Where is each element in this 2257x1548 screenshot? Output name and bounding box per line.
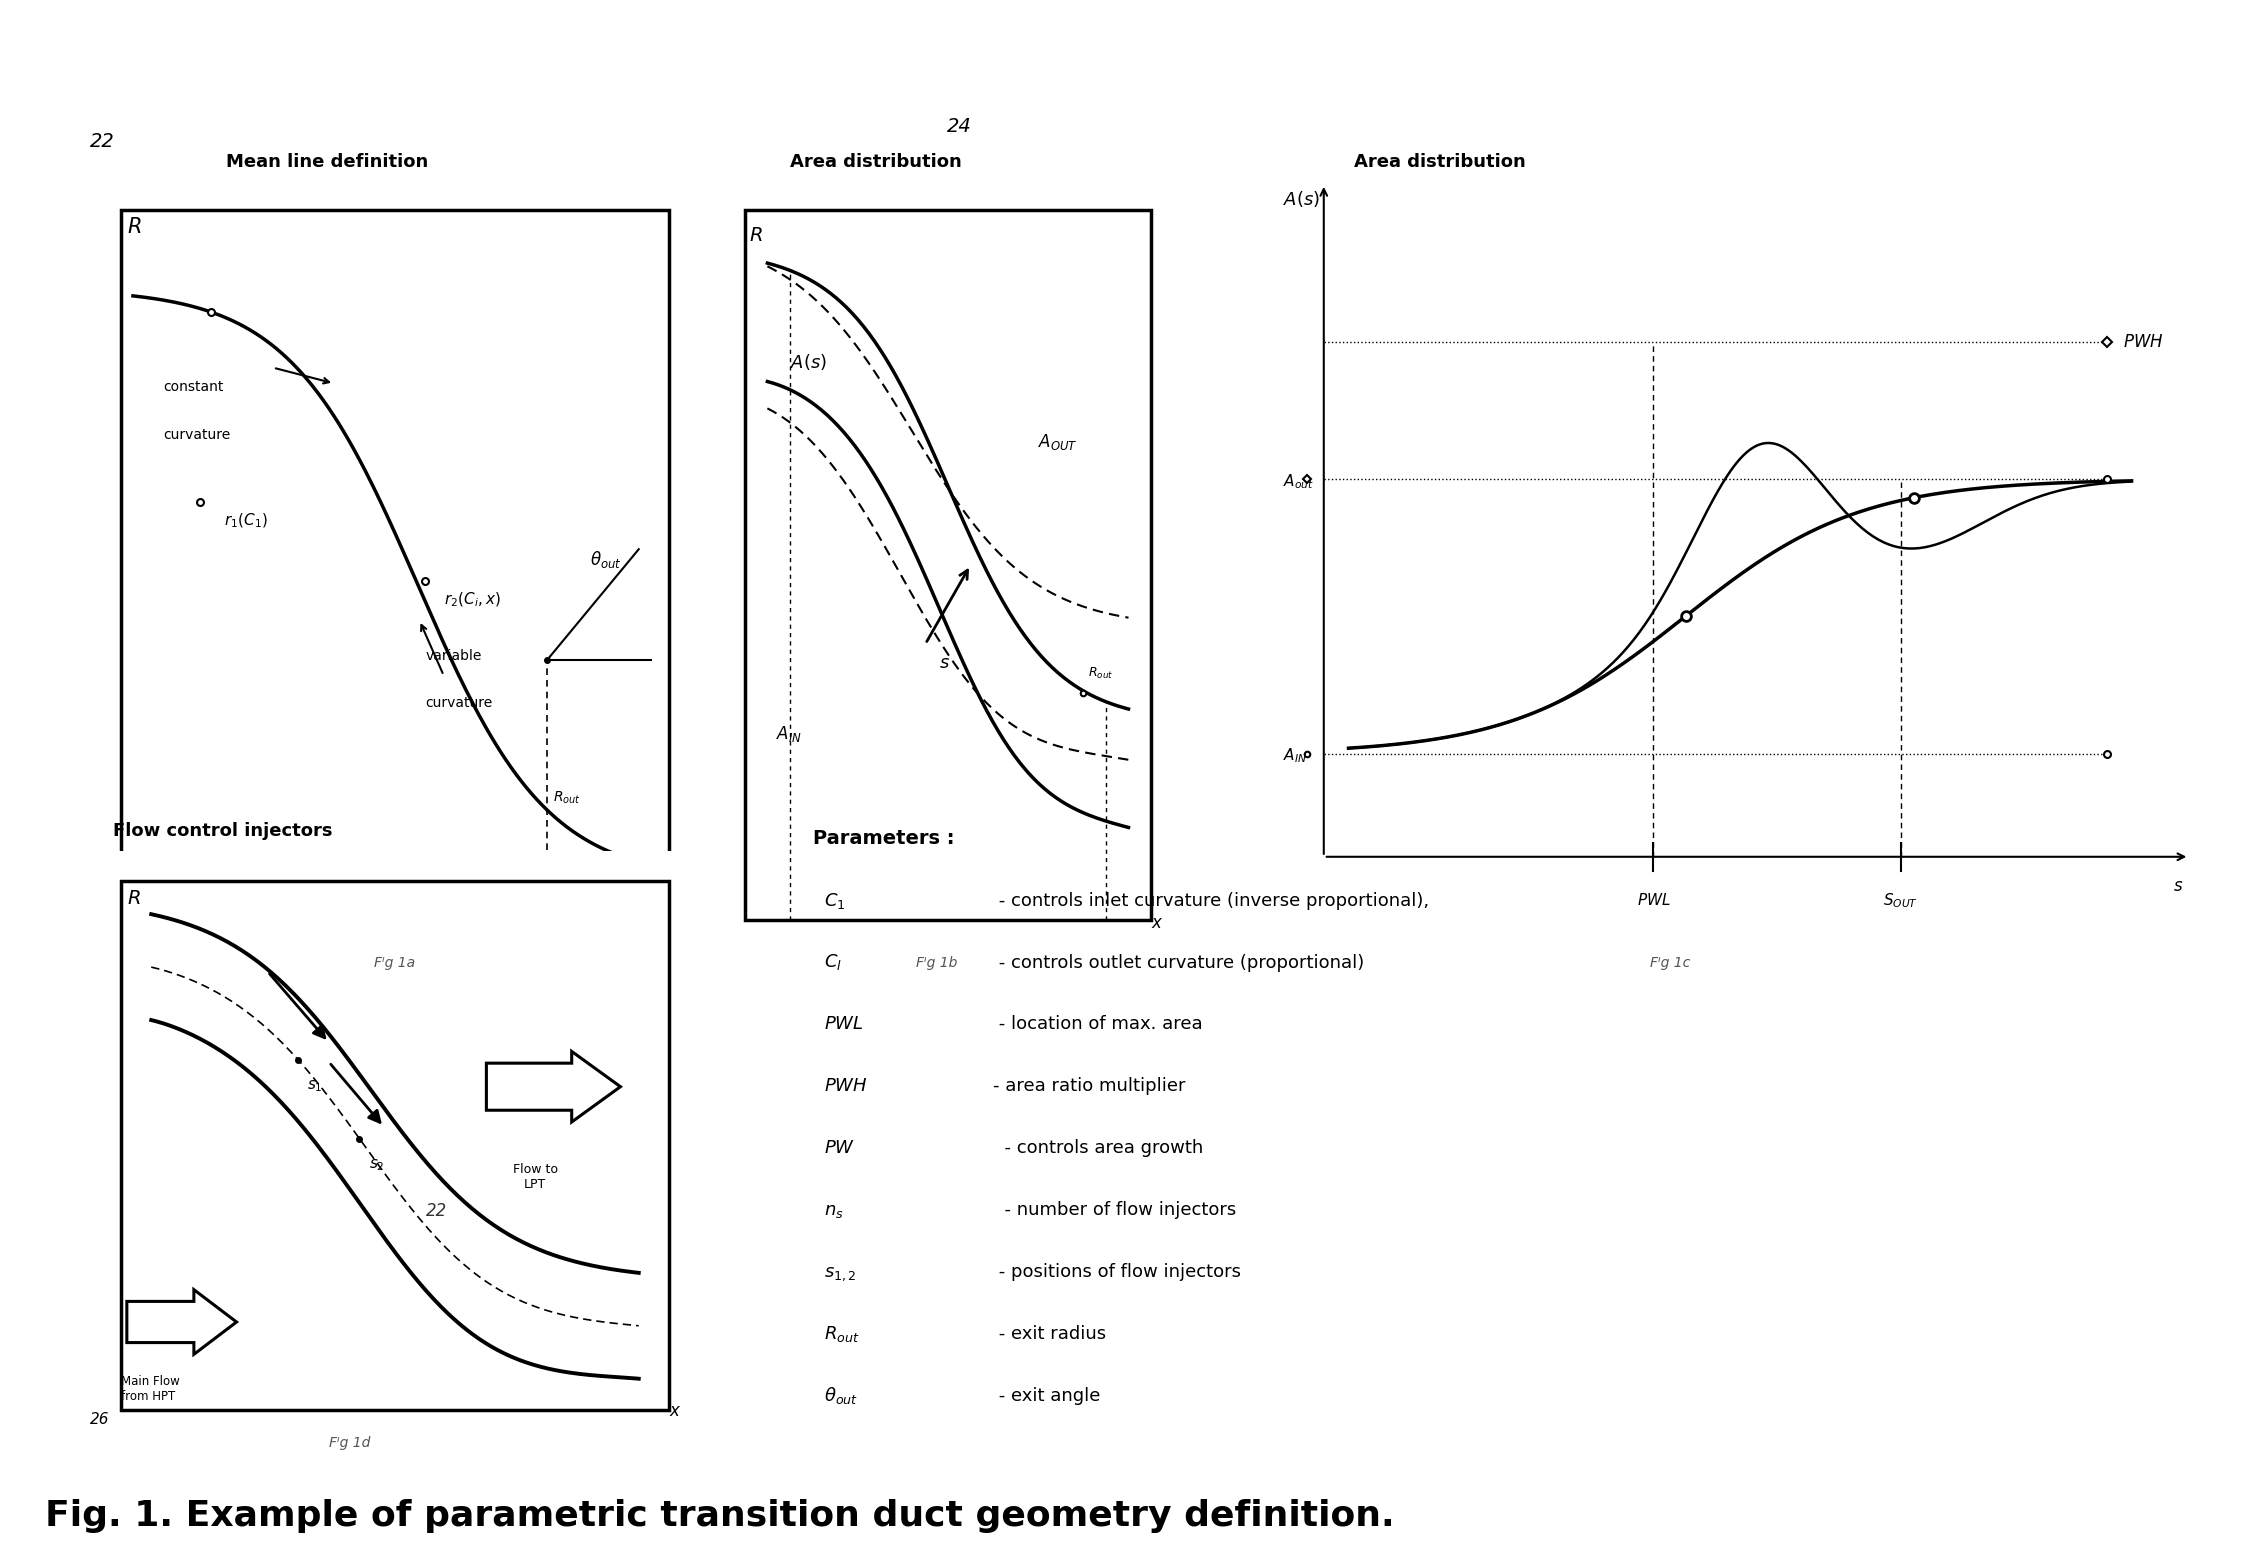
Text: - number of flow injectors: - number of flow injectors [993,1201,1237,1220]
Text: curvature: curvature [424,697,492,711]
Text: - positions of flow injectors: - positions of flow injectors [993,1263,1241,1282]
FancyArrow shape [485,1051,621,1122]
Text: $n_s$: $n_s$ [824,1203,844,1220]
Text: - controls inlet curvature (inverse proportional),: - controls inlet curvature (inverse prop… [993,892,1429,910]
Text: 26: 26 [90,1412,111,1427]
Text: Fig. 1. Example of parametric transition duct geometry definition.: Fig. 1. Example of parametric transition… [45,1498,1395,1533]
Text: $PWH$: $PWH$ [824,1077,867,1096]
Text: Area distribution: Area distribution [1354,153,1526,172]
Text: $PWH$: $PWH$ [2124,333,2164,351]
Text: $\theta_{out}$: $\theta_{out}$ [824,1385,858,1406]
Text: $x$: $x$ [682,915,695,932]
Text: - controls area growth: - controls area growth [993,1139,1203,1158]
Text: $A_{out}$: $A_{out}$ [1282,472,1314,491]
Text: $A_{IN}$: $A_{IN}$ [1282,746,1307,765]
Text: 22: 22 [424,1203,447,1220]
Text: Flow to
LPT: Flow to LPT [512,1163,557,1190]
Text: $R$: $R$ [126,217,142,237]
Text: $A(s)$: $A(s)$ [1282,189,1320,209]
Text: $\theta_{out}$: $\theta_{out}$ [589,550,621,570]
Text: - exit angle: - exit angle [993,1387,1101,1406]
Text: - area ratio multiplier: - area ratio multiplier [993,1077,1185,1096]
Text: $s$: $s$ [939,653,950,672]
Text: 24: 24 [948,116,971,136]
Text: - location of max. area: - location of max. area [993,1015,1203,1034]
Text: $R_{out}$: $R_{out}$ [553,789,582,807]
Text: Parameters :: Parameters : [813,828,955,848]
FancyArrow shape [126,1289,237,1354]
Text: variable: variable [424,649,481,663]
Text: $R$: $R$ [749,226,763,245]
Text: Fᴵg 1c: Fᴵg 1c [1650,957,1690,971]
Text: Fᴵg 1b: Fᴵg 1b [916,957,957,971]
Text: - exit radius: - exit radius [993,1325,1106,1344]
Text: $r_1(C_1)$: $r_1(C_1)$ [223,512,269,531]
Text: $s$: $s$ [2173,878,2183,895]
Text: $r_2(C_i, x)$: $r_2(C_i, x)$ [445,591,501,610]
Text: $S_{OUT}$: $S_{OUT}$ [1882,890,1918,910]
Text: $PWL$: $PWL$ [824,1015,864,1034]
Text: $C_l$: $C_l$ [824,952,842,972]
Text: Main Flow
from HPT: Main Flow from HPT [122,1375,181,1402]
Text: $s_1$: $s_1$ [307,1079,323,1094]
Text: Fᴵg 1a: Fᴵg 1a [375,957,415,971]
Text: Flow control injectors: Flow control injectors [113,822,332,841]
Text: $R_{out}$: $R_{out}$ [1088,666,1113,681]
Text: curvature: curvature [163,427,230,441]
Text: constant: constant [163,381,223,395]
Text: $s_2$: $s_2$ [368,1156,384,1173]
Text: $PWL$: $PWL$ [1636,892,1670,907]
Text: $R_{out}$: $R_{out}$ [824,1324,860,1344]
Text: $C_1$: $C_1$ [824,890,846,910]
Text: $A_{OUT}$: $A_{OUT}$ [1038,432,1079,452]
Text: - controls outlet curvature (proportional): - controls outlet curvature (proportiona… [993,954,1363,972]
Text: $s_{1,2}$: $s_{1,2}$ [824,1265,855,1283]
Text: $A(s)$: $A(s)$ [790,351,826,372]
Text: 22: 22 [90,132,115,152]
Text: $x$: $x$ [1151,915,1165,932]
Text: Mean line definition: Mean line definition [226,153,429,172]
Text: $R$: $R$ [126,890,140,909]
Text: $PW$: $PW$ [824,1139,855,1158]
Text: Fᴵg 1d: Fᴵg 1d [330,1437,370,1450]
Text: $A_{IN}$: $A_{IN}$ [776,724,803,743]
Text: $x$: $x$ [668,1402,682,1420]
Text: Area distribution: Area distribution [790,153,961,172]
